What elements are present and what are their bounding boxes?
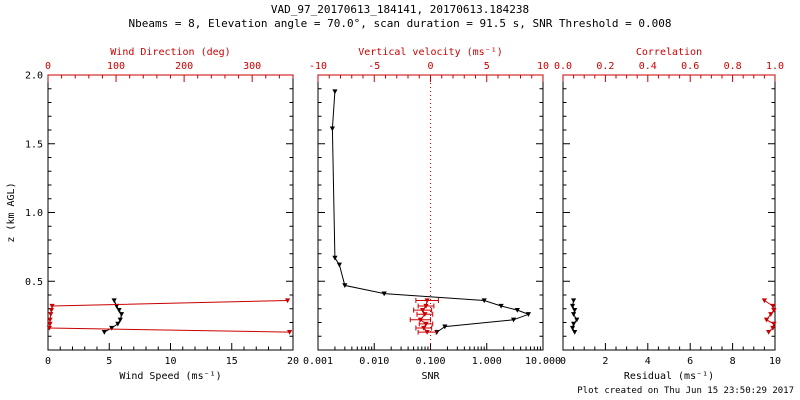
series-wind-speed — [101, 298, 125, 335]
svg-text:5: 5 — [106, 356, 112, 367]
wind-panel: 0.5 1.0 1.5 2.0 z (km AGL) 0 5 10 15 20 Wind Speed… — [6, 47, 299, 382]
svg-text:0.4: 0.4 — [639, 61, 657, 72]
svg-text:Wind Speed (ms⁻¹): Wind Speed (ms⁻¹) — [119, 371, 221, 382]
svg-text:100: 100 — [107, 61, 125, 72]
svg-text:z (km AGL): z (km AGL) — [6, 182, 17, 242]
svg-text:1.0: 1.0 — [25, 208, 43, 219]
svg-text:Correlation: Correlation — [636, 47, 702, 58]
svg-text:0.0: 0.0 — [554, 61, 572, 72]
svg-text:0.8: 0.8 — [724, 61, 742, 72]
svg-text:Vertical velocity (ms⁻¹): Vertical velocity (ms⁻¹) — [358, 47, 503, 58]
series-residual — [569, 298, 580, 335]
svg-text:0: 0 — [427, 61, 433, 72]
plot-created-timestamp: Plot created on Thu Jun 15 23:50:29 2017 — [577, 386, 794, 396]
series-correlation — [761, 298, 777, 335]
svg-text:0.2: 0.2 — [596, 61, 614, 72]
svg-text:Wind Direction (deg): Wind Direction (deg) — [110, 47, 230, 58]
svg-text:2: 2 — [602, 356, 608, 367]
series-snr — [329, 89, 531, 335]
svg-text:0.5: 0.5 — [25, 277, 43, 288]
svg-text:0: 0 — [45, 61, 51, 72]
svg-text:1.000: 1.000 — [472, 356, 502, 367]
svg-text:10: 10 — [164, 356, 176, 367]
svg-text:10.000: 10.000 — [525, 356, 561, 367]
svg-text:0: 0 — [45, 356, 51, 367]
series-wind-direction — [46, 298, 293, 335]
svg-text:0.010: 0.010 — [359, 356, 389, 367]
svg-text:5: 5 — [484, 61, 490, 72]
svg-text:6: 6 — [687, 356, 693, 367]
svg-text:-5: -5 — [368, 61, 380, 72]
svg-text:8: 8 — [730, 356, 736, 367]
svg-text:4: 4 — [645, 356, 651, 367]
svg-text:2.0: 2.0 — [25, 71, 43, 82]
svg-text:300: 300 — [243, 61, 261, 72]
svg-text:15: 15 — [226, 356, 238, 367]
residual-panel: 0 2 4 6 8 10 Residual (ms⁻¹) 0.0 0.2 0.4 0.6 0.8 1.0… — [554, 47, 784, 382]
svg-text:0.001: 0.001 — [303, 356, 333, 367]
svg-text:200: 200 — [175, 61, 193, 72]
svg-text:SNR: SNR — [421, 371, 440, 382]
svg-text:Residual (ms⁻¹): Residual (ms⁻¹) — [624, 371, 714, 382]
plot-title: VAD_97_20170613_184141, 20170613.184238 — [270, 3, 530, 16]
svg-text:1.0: 1.0 — [766, 61, 784, 72]
svg-text:1.5: 1.5 — [25, 139, 43, 150]
plot-subtitle: Nbeams = 8, Elevation angle = 70.0°, sca… — [128, 17, 672, 30]
svg-text:20: 20 — [287, 356, 299, 367]
svg-text:-10: -10 — [309, 61, 327, 72]
svg-text:0.6: 0.6 — [681, 61, 699, 72]
svg-text:0.100: 0.100 — [415, 356, 445, 367]
svg-text:10: 10 — [769, 356, 781, 367]
series-vertical-velocity — [409, 298, 439, 335]
snr-panel: 0.001 0.010 0.100 1.000 10.000 SNR -10 -5 0 5 10 Ve… — [303, 47, 561, 382]
svg-text:0: 0 — [560, 356, 566, 367]
svg-text:10: 10 — [537, 61, 549, 72]
